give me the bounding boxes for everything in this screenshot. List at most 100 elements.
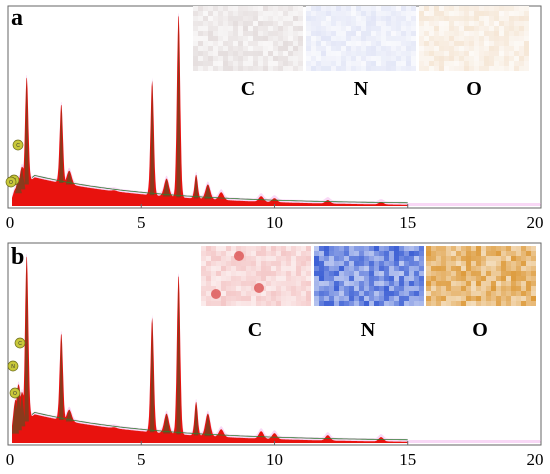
- element-map-pixel: [344, 266, 349, 271]
- element-map-pixel: [381, 21, 386, 26]
- element-map-pixel: [319, 281, 324, 286]
- element-map-pixel: [283, 11, 288, 16]
- element-map-pixel: [471, 256, 476, 261]
- element-map-pixel: [389, 251, 394, 256]
- element-map-pixel: [246, 256, 251, 261]
- element-map-pixel: [434, 41, 439, 46]
- element-map-pixel: [228, 16, 233, 21]
- element-map-pixel: [339, 301, 344, 306]
- element-map-pixel: [193, 61, 198, 66]
- element-map-pixel: [241, 246, 246, 251]
- element-map-pixel: [486, 286, 491, 291]
- element-map-pixel: [464, 66, 469, 71]
- element-map-pixel: [291, 281, 296, 286]
- element-map-pixel: [436, 271, 441, 276]
- element-map-pixel: [471, 261, 476, 266]
- element-map-pixel: [218, 61, 223, 66]
- element-map-pixel: [459, 11, 464, 16]
- element-map-pixel: [479, 6, 484, 11]
- element-map-pixel: [211, 266, 216, 271]
- element-map-pixel: [246, 246, 251, 251]
- element-map-pixel: [316, 56, 321, 61]
- element-map-pixel: [351, 41, 356, 46]
- element-map-pixel: [411, 6, 416, 11]
- element-map-pixel: [414, 246, 419, 251]
- element-map-pixel: [243, 36, 248, 41]
- element-map-pixel: [356, 36, 361, 41]
- element-map-pixel: [236, 276, 241, 281]
- element-map-pixel: [461, 256, 466, 261]
- element-map-pixel: [489, 6, 494, 11]
- element-map-pixel: [286, 271, 291, 276]
- element-map-pixel: [233, 56, 238, 61]
- element-map-pixel: [426, 286, 431, 291]
- element-map-pixel: [281, 291, 286, 296]
- element-map-pixel: [334, 246, 339, 251]
- element-map-pixel: [479, 21, 484, 26]
- element-map-pixel: [404, 251, 409, 256]
- element-map-pixel: [223, 56, 228, 61]
- element-map-pixel: [399, 271, 404, 276]
- element-map-pixel: [306, 276, 311, 281]
- element-map-pixel: [208, 16, 213, 21]
- element-map-pixel: [434, 21, 439, 26]
- element-map-pixel: [351, 16, 356, 21]
- element-map-pixel: [351, 61, 356, 66]
- element-map-pixel: [474, 66, 479, 71]
- element-map-pixel: [248, 21, 253, 26]
- element-map-pixel: [394, 291, 399, 296]
- element-map-pixel: [198, 16, 203, 21]
- element-map-pixel: [526, 296, 531, 301]
- element-map-pixel: [376, 36, 381, 41]
- element-map-pixel: [516, 256, 521, 261]
- element-map-pixel: [504, 66, 509, 71]
- element-map-pixel: [221, 281, 226, 286]
- element-map-pixel: [499, 46, 504, 51]
- element-map-pixel: [344, 286, 349, 291]
- element-map-pixel: [291, 276, 296, 281]
- element-map-pixel: [509, 6, 514, 11]
- element-map-pixel: [198, 56, 203, 61]
- element-map-pixel: [201, 261, 206, 266]
- element-map-pixel: [436, 256, 441, 261]
- element-map-pixel: [411, 66, 416, 71]
- element-map-pixel: [404, 301, 409, 306]
- element-map-pixel: [201, 291, 206, 296]
- element-map-pixel: [399, 296, 404, 301]
- element-map-pixel: [281, 251, 286, 256]
- element-map-pixel: [434, 46, 439, 51]
- element-map-pixel: [336, 36, 341, 41]
- element-map-pixel: [494, 61, 499, 66]
- element-map-pixel: [213, 16, 218, 21]
- element-map-pixel: [509, 41, 514, 46]
- element-map-pixel: [381, 46, 386, 51]
- element-map-pixel: [334, 301, 339, 306]
- element-map-pixel: [411, 56, 416, 61]
- element-map-pixel: [521, 286, 526, 291]
- element-map-pixel: [351, 46, 356, 51]
- element-map-pixel: [253, 6, 258, 11]
- element-map-pixel: [306, 61, 311, 66]
- element-map-pixel: [401, 41, 406, 46]
- element-map-pixel: [466, 266, 471, 271]
- element-map-pixel: [341, 26, 346, 31]
- element-map-pixel: [519, 41, 524, 46]
- element-map-pixel: [218, 36, 223, 41]
- element-map-pixel: [361, 66, 366, 71]
- element-map-pixel: [479, 66, 484, 71]
- element-map-pixel: [516, 266, 521, 271]
- element-map-pixel: [449, 16, 454, 21]
- element-map-pixel: [384, 256, 389, 261]
- element-map-pixel: [396, 46, 401, 51]
- element-map-pixel: [319, 251, 324, 256]
- element-map-pixel: [434, 56, 439, 61]
- element-map-pixel: [359, 266, 364, 271]
- element-map-pixel: [451, 291, 456, 296]
- element-map-pixel: [349, 266, 354, 271]
- element-map-pixel: [401, 36, 406, 41]
- element-map-pixel: [291, 246, 296, 251]
- element-map-pixel: [364, 281, 369, 286]
- element-map-pixel: [469, 66, 474, 71]
- element-map-pixel: [509, 56, 514, 61]
- element-map-hotspot: [211, 289, 221, 299]
